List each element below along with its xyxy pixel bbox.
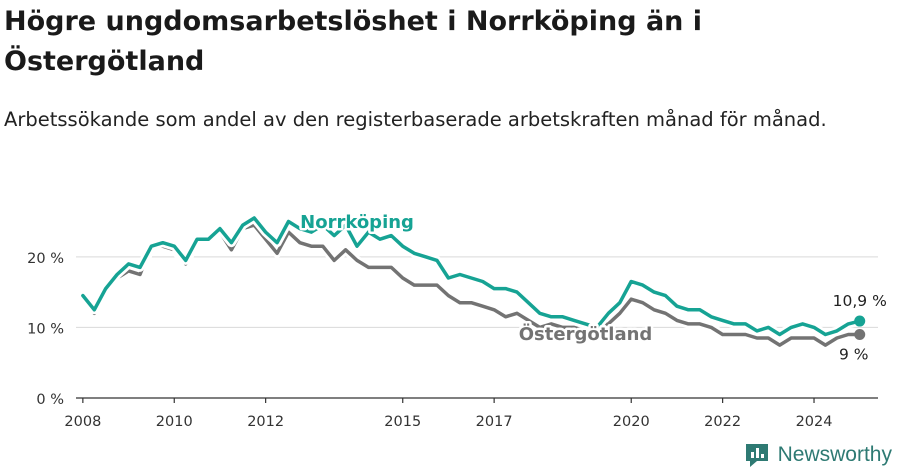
chart-subtitle: Arbetssökande som andel av den registerb… xyxy=(4,108,827,131)
chart-title: Högre ungdomsarbetslöshet i Norrköping ä… xyxy=(4,6,703,77)
series-line-norrkoping xyxy=(81,216,862,337)
series-label-norrkoping: Norrköping xyxy=(300,212,414,233)
gridlines xyxy=(76,256,878,328)
x-tick-label: 2024 xyxy=(796,414,833,430)
series-labels: Norrköping Östergötland 10,9 % 9 % xyxy=(298,210,890,366)
newsworthy-logo-icon xyxy=(745,444,768,467)
y-tick-label: 10 % xyxy=(27,321,64,337)
series-lines xyxy=(78,213,866,350)
brand-name: Newsworthy xyxy=(777,443,892,466)
end-value-ostergotland: 9 % xyxy=(839,345,869,363)
series-end-point-ostergotland xyxy=(854,328,866,340)
y-tick-label: 20 % xyxy=(27,251,64,267)
series-end-point-norrkoping xyxy=(854,315,866,327)
y-tick-label: 0 % xyxy=(36,392,64,408)
series-label-ostergotland: Östergötland xyxy=(519,323,653,345)
x-tick-label: 2017 xyxy=(476,414,513,430)
x-tick-label: 2008 xyxy=(64,414,101,430)
x-tick-label: 2020 xyxy=(613,414,650,430)
newsworthy-brand[interactable]: Newsworthy xyxy=(744,442,892,468)
y-axis-ticks: 0 % 10 % 20 % xyxy=(27,251,64,408)
x-tick-label: 2022 xyxy=(704,414,741,430)
x-tick-label: 2012 xyxy=(247,414,284,430)
end-value-norrkoping: 10,9 % xyxy=(833,292,887,310)
x-axis-ticks: 2008 2010 2012 2015 2017 2020 2022 2024 xyxy=(64,397,878,430)
x-tick-label: 2015 xyxy=(384,414,421,430)
x-tick-label: 2010 xyxy=(156,414,193,430)
